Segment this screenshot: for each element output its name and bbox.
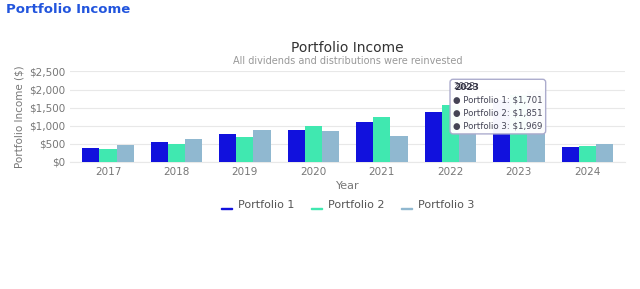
Y-axis label: Portfolio Income ($): Portfolio Income ($): [15, 65, 25, 168]
Text: Portfolio Income: Portfolio Income: [6, 3, 131, 16]
Bar: [373, 117, 390, 162]
Bar: [288, 130, 305, 162]
X-axis label: Year: Year: [336, 181, 360, 191]
Bar: [390, 136, 408, 162]
Bar: [83, 148, 99, 162]
Bar: [116, 145, 134, 162]
Bar: [322, 131, 339, 162]
Bar: [236, 137, 253, 162]
Bar: [185, 139, 202, 162]
Bar: [442, 105, 459, 162]
Bar: [493, 100, 510, 162]
Legend: Portfolio 1, Portfolio 2, Portfolio 3: Portfolio 1, Portfolio 2, Portfolio 3: [217, 194, 478, 214]
Bar: [99, 149, 116, 162]
Text: All dividends and distributions were reinvested: All dividends and distributions were rei…: [233, 55, 462, 66]
Bar: [253, 130, 271, 162]
Bar: [168, 144, 185, 162]
Bar: [527, 91, 545, 162]
Bar: [510, 95, 527, 162]
Bar: [579, 146, 596, 162]
Bar: [220, 134, 236, 162]
Bar: [425, 112, 442, 162]
Text: 2023
● Portfolio 1: $1,701
● Portfolio 2: $1,851
● Portfolio 3: $1,969: 2023 ● Portfolio 1: $1,701 ● Portfolio 2…: [453, 82, 543, 131]
Bar: [596, 144, 613, 162]
Bar: [356, 122, 373, 162]
Bar: [562, 147, 579, 162]
Title: Portfolio Income: Portfolio Income: [291, 41, 404, 55]
Bar: [151, 142, 168, 162]
Bar: [459, 112, 476, 162]
Bar: [305, 126, 322, 162]
Text: 2023: 2023: [454, 83, 479, 92]
